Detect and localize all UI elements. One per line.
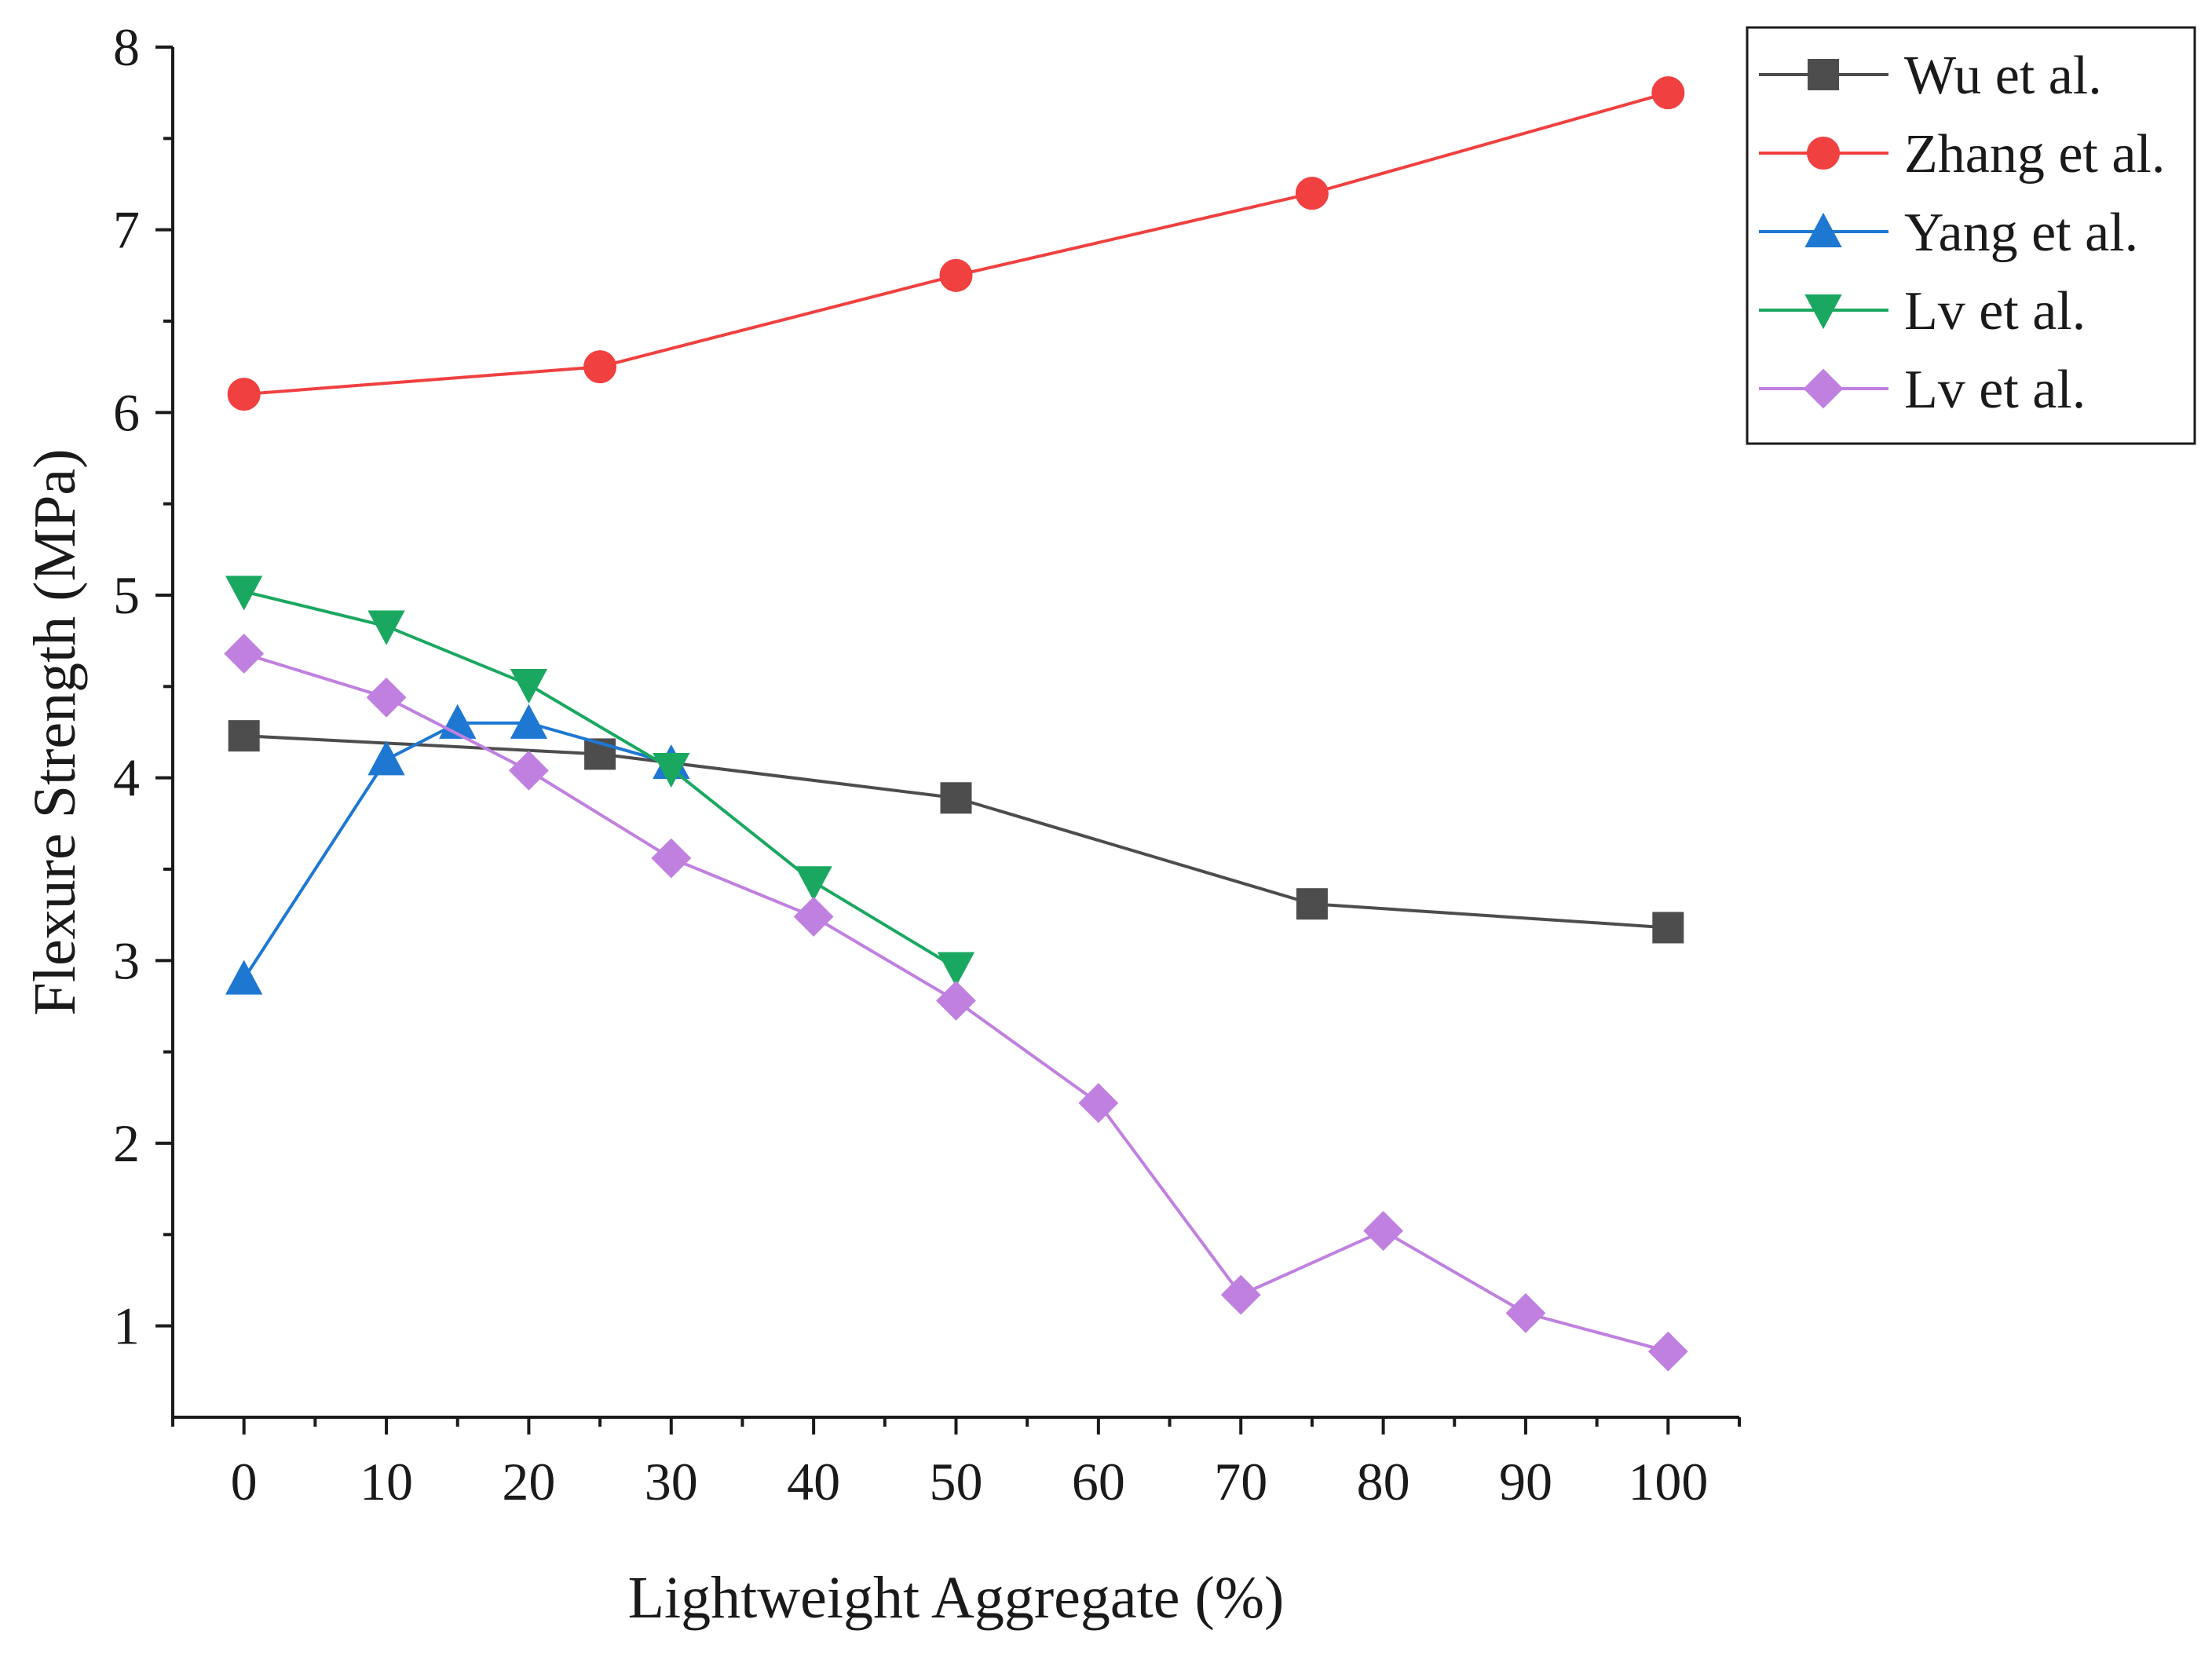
data-point	[1505, 1292, 1546, 1333]
y-ticks: 1 2 3 4 5 6 7 8	[113, 17, 173, 1356]
x-tick-label: 40	[787, 1452, 840, 1511]
y-tick-label: 4	[113, 748, 140, 808]
data-point	[936, 981, 976, 1021]
y-tick-label: 5	[113, 565, 140, 625]
data-point	[224, 634, 265, 674]
x-tick-label: 50	[930, 1452, 983, 1511]
series-layer	[224, 76, 1688, 1372]
y-tick-label: 7	[113, 200, 140, 260]
legend-marker	[1804, 212, 1842, 247]
x-tick-label: 30	[645, 1452, 698, 1511]
legend-label: Lv et al.	[1904, 281, 2086, 342]
legend-label: Wu et al.	[1904, 46, 2102, 106]
data-point	[228, 720, 260, 752]
legend-marker	[1807, 137, 1840, 170]
legend-item: Lv et al.	[1759, 281, 2086, 342]
legend-item: Wu et al.	[1759, 46, 2102, 106]
series-4	[225, 576, 975, 987]
x-tick-label: 0	[231, 1452, 258, 1511]
data-point	[367, 740, 405, 776]
data-point	[583, 350, 617, 384]
x-ticks: 0 10 20 30 40 50 60 70 80 90 100	[171, 1417, 1741, 1511]
x-tick-label: 90	[1499, 1452, 1552, 1511]
y-tick-label: 3	[113, 930, 140, 990]
legend-item: Yang et al.	[1759, 203, 2138, 263]
legend: Wu et al. Zhang et al. Yang et al. Lv et al…	[1746, 26, 2196, 445]
x-tick-label: 80	[1357, 1452, 1410, 1511]
legend-marker	[1803, 368, 1844, 409]
data-point	[793, 897, 834, 937]
x-tick-label: 70	[1214, 1452, 1267, 1511]
legend-label: Zhang et al.	[1904, 124, 2165, 185]
data-point	[1078, 1083, 1119, 1124]
data-point	[653, 753, 690, 788]
data-point	[1220, 1274, 1261, 1315]
x-tick-label: 60	[1072, 1452, 1125, 1511]
y-tick-label: 1	[113, 1296, 140, 1356]
data-point	[1652, 912, 1684, 944]
x-axis-title: Lightweight Aggregate (%)	[628, 1565, 1285, 1631]
data-point	[510, 669, 548, 704]
legend-label: Lv et al.	[1904, 360, 2086, 420]
series-line	[243, 91, 1669, 397]
x-tick-label: 20	[502, 1452, 555, 1511]
data-point	[939, 258, 973, 292]
series-2	[227, 76, 1685, 411]
y-tick-label: 8	[113, 17, 140, 77]
legend-item: Zhang et al.	[1759, 124, 2165, 185]
data-point	[510, 704, 548, 739]
legend-marker	[1808, 59, 1839, 90]
data-point	[225, 959, 263, 995]
series-line	[243, 734, 1669, 930]
x-tick-label: 10	[360, 1452, 413, 1511]
legend-label: Yang et al.	[1904, 203, 2138, 263]
data-point	[1296, 888, 1328, 920]
axes: 1 2 3 4 5 6 7 8 0 10 20 30 40 50 60 70 80 90 100	[113, 17, 1741, 1511]
series-line	[243, 590, 957, 970]
data-point	[367, 610, 405, 645]
y-tick-label: 2	[113, 1113, 140, 1173]
data-point	[225, 576, 263, 611]
legend-item: Lv et al.	[1759, 360, 2086, 420]
data-point	[1363, 1211, 1404, 1252]
y-tick-label: 6	[113, 382, 140, 442]
data-point	[227, 378, 261, 411]
series-3	[225, 704, 690, 995]
legend-marker	[1804, 294, 1842, 330]
series-1	[228, 720, 1684, 944]
data-point	[366, 677, 407, 718]
data-point	[937, 952, 975, 987]
data-point	[1647, 1331, 1688, 1372]
x-tick-label: 100	[1628, 1452, 1708, 1511]
data-point	[940, 782, 972, 814]
data-point	[1295, 177, 1329, 210]
data-point	[508, 750, 549, 791]
y-axis-title: Flexure Strength (MPa)	[22, 449, 88, 1016]
series-5	[224, 634, 1688, 1372]
data-point	[1651, 76, 1685, 110]
data-point	[795, 866, 832, 901]
data-point	[651, 838, 692, 879]
